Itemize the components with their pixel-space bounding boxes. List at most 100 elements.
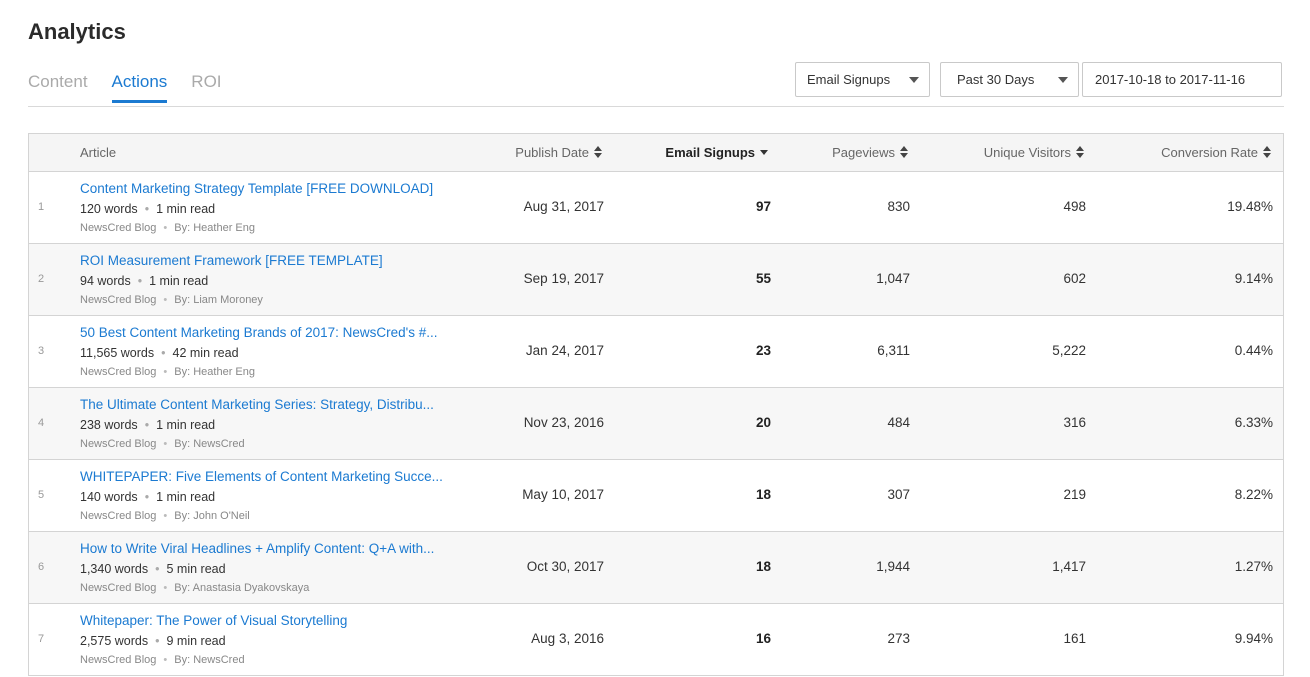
word-count: 11,565 words (80, 346, 155, 360)
source-name: NewsCred Blog (80, 366, 157, 378)
article-title-link[interactable]: Whitepaper: The Power of Visual Storytel… (80, 613, 348, 628)
article-meta: 94 words • 1 min read (80, 274, 208, 288)
tab-content[interactable]: Content (28, 72, 88, 91)
column-label: Pageviews (832, 145, 895, 160)
article-title-link[interactable]: WHITEPAPER: Five Elements of Content Mar… (80, 469, 443, 484)
pageviews: 1,047 (876, 271, 910, 286)
column-label: Unique Visitors (983, 145, 1071, 160)
table-row: 2 ROI Measurement Framework [FREE TEMPLA… (29, 244, 1283, 316)
conversion-rate: 8.22% (1234, 487, 1273, 502)
unique-visitors: 602 (1063, 271, 1086, 286)
source-name: NewsCred Blog (80, 294, 157, 306)
pageviews: 6,311 (877, 343, 910, 358)
column-header-pageviews[interactable]: Pageviews (832, 145, 909, 160)
author-name: By: Liam Moroney (174, 294, 263, 306)
article-meta: 120 words • 1 min read (80, 202, 215, 216)
column-label: Conversion Rate (1161, 145, 1258, 160)
publish-date: Nov 23, 2016 (523, 415, 604, 430)
publish-date: Aug 3, 2016 (531, 631, 604, 646)
article-title-link[interactable]: The Ultimate Content Marketing Series: S… (80, 397, 434, 412)
publish-date: May 10, 2017 (522, 487, 604, 502)
column-header-unique-visitors[interactable]: Unique Visitors (984, 145, 1085, 160)
separator-dot: • (155, 634, 160, 648)
table-row: 5 WHITEPAPER: Five Elements of Content M… (29, 460, 1283, 532)
separator-dot: • (137, 274, 143, 288)
email-signups: 97 (755, 199, 771, 214)
date-range-select-value: Past 30 Days (957, 72, 1035, 87)
article-source: NewsCred Blog • By: Liam Moroney (80, 294, 263, 306)
row-number: 6 (38, 561, 45, 573)
article-title-link[interactable]: Content Marketing Strategy Template [FRE… (80, 181, 434, 196)
pageviews: 1,944 (876, 559, 910, 574)
email-signups: 23 (755, 343, 771, 358)
pageviews: 273 (887, 631, 910, 646)
read-time: 1 min read (149, 274, 209, 288)
source-name: NewsCred Blog (80, 438, 157, 450)
word-count: 120 words (80, 202, 138, 216)
chevron-down-icon (1058, 77, 1068, 83)
email-signups: 55 (755, 271, 771, 286)
separator-dot: • (144, 490, 150, 504)
article-source: NewsCred Blog • By: Heather Eng (80, 366, 255, 378)
sort-icon (900, 146, 909, 159)
row-number: 1 (38, 201, 45, 213)
column-label: Publish Date (515, 145, 589, 160)
conversion-rate: 0.44% (1234, 343, 1273, 358)
word-count: 1,340 words (80, 562, 149, 576)
sort-icon (1076, 146, 1085, 159)
tab-roi[interactable]: ROI (191, 72, 222, 91)
author-name: By: John O'Neil (174, 510, 250, 522)
unique-visitors: 1,417 (1052, 559, 1086, 574)
article-source: NewsCred Blog • By: Anastasia Dyakovskaya (80, 582, 309, 594)
column-label: Email Signups (665, 145, 755, 160)
pageviews: 484 (887, 415, 910, 430)
row-number: 2 (38, 273, 45, 285)
unique-visitors: 5,222 (1052, 343, 1086, 358)
article-title-link[interactable]: ROI Measurement Framework [FREE TEMPLATE… (80, 253, 383, 268)
publish-date: Jan 24, 2017 (525, 343, 604, 358)
column-header-email-signups[interactable]: Email Signups (665, 145, 769, 160)
separator-dot: • (163, 294, 168, 306)
separator-dot: • (163, 366, 168, 378)
source-name: NewsCred Blog (80, 654, 157, 666)
word-count: 238 words (80, 418, 138, 432)
read-time: 1 min read (156, 202, 216, 216)
date-range-picker[interactable]: 2017-10-18 to 2017-11-16 (1082, 62, 1282, 97)
tabs-divider (28, 106, 1284, 107)
tab-bar: Content Actions ROI (28, 72, 246, 103)
article-title-link[interactable]: 50 Best Content Marketing Brands of 2017… (80, 325, 438, 340)
article-title-link[interactable]: How to Write Viral Headlines + Amplify C… (80, 541, 435, 556)
publish-date: Oct 30, 2017 (526, 559, 604, 574)
metric-select-value: Email Signups (807, 72, 891, 87)
unique-visitors: 498 (1063, 199, 1086, 214)
row-number: 3 (38, 345, 45, 357)
source-name: NewsCred Blog (80, 582, 157, 594)
metric-select[interactable]: Email Signups (795, 62, 930, 97)
read-time: 5 min read (166, 562, 226, 576)
table-row: 1 Content Marketing Strategy Template [F… (29, 172, 1283, 244)
analytics-table: Article Publish Date Email Signups Pagev… (28, 133, 1284, 676)
source-name: NewsCred Blog (80, 510, 157, 522)
separator-dot: • (163, 510, 168, 522)
article-source: NewsCred Blog • By: John O'Neil (80, 510, 250, 522)
table-row: 7 Whitepaper: The Power of Visual Storyt… (29, 604, 1283, 676)
table-row: 4 The Ultimate Content Marketing Series:… (29, 388, 1283, 460)
page-title: Analytics (28, 19, 126, 44)
conversion-rate: 6.33% (1234, 415, 1273, 430)
separator-dot: • (163, 582, 168, 594)
word-count: 2,575 words (80, 634, 149, 648)
conversion-rate: 9.14% (1234, 271, 1273, 286)
article-meta: 11,565 words • 42 min read (80, 346, 239, 360)
column-header-conversion-rate[interactable]: Conversion Rate (1161, 145, 1272, 160)
author-name: By: Heather Eng (174, 222, 255, 234)
tab-actions[interactable]: Actions (111, 72, 168, 103)
table-row: 6 How to Write Viral Headlines + Amplify… (29, 532, 1283, 604)
row-number: 4 (38, 417, 45, 429)
table-body: 1 Content Marketing Strategy Template [F… (29, 172, 1283, 676)
separator-dot: • (163, 438, 168, 450)
column-header-publish-date[interactable]: Publish Date (515, 145, 603, 160)
date-range-select[interactable]: Past 30 Days (940, 62, 1079, 97)
article-source: NewsCred Blog • By: NewsCred (80, 654, 245, 666)
row-number: 5 (38, 489, 45, 501)
separator-dot: • (161, 346, 166, 360)
